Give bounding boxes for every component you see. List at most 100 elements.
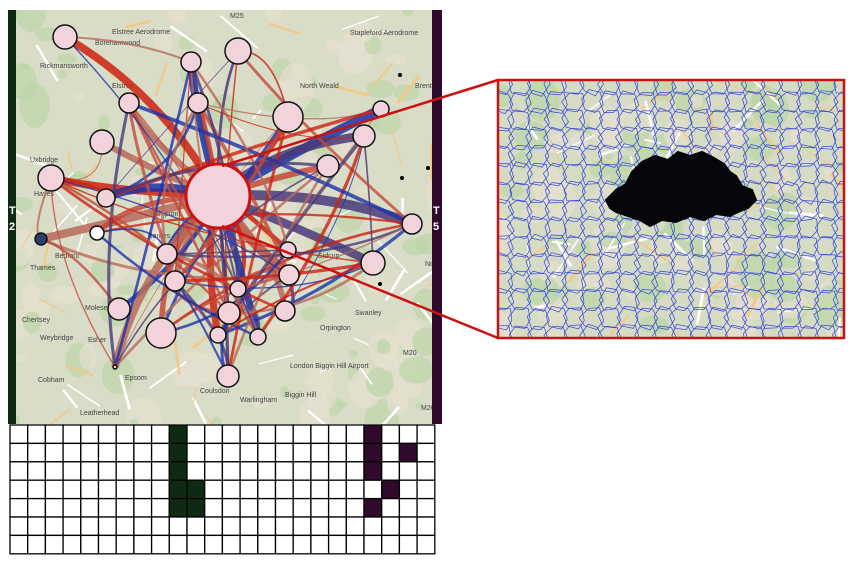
voronoi-cell — [815, 270, 838, 294]
grid-cell — [345, 516, 365, 537]
flow-node — [34, 232, 48, 246]
grid-cell — [398, 516, 418, 537]
map-patch — [398, 356, 434, 384]
place-label: Bedfont — [55, 253, 79, 260]
map-road — [172, 335, 181, 375]
map-road — [598, 143, 630, 157]
grid-cell — [186, 442, 206, 463]
map-patch — [801, 80, 834, 103]
map-patch — [38, 263, 58, 282]
voronoi-cell — [833, 109, 844, 131]
voronoi-cell — [760, 289, 784, 311]
map-patch — [402, 237, 428, 256]
flow-node — [118, 92, 140, 114]
voronoi-cell — [724, 215, 748, 239]
grid-cell — [363, 534, 383, 555]
voronoi-cell — [814, 216, 839, 239]
grid-cell-filled — [168, 424, 188, 445]
voronoi-cell — [815, 163, 839, 184]
voronoi-cell — [545, 306, 568, 330]
map-road — [745, 282, 766, 318]
place-label: Hampton — [150, 211, 179, 218]
voronoi-cell — [599, 90, 621, 113]
place-label: Weybridge — [40, 335, 73, 342]
map-road — [192, 386, 198, 405]
voronoi-cell — [796, 128, 821, 149]
voronoi-cell — [760, 215, 784, 238]
voronoi-cell — [815, 198, 839, 222]
map-road — [352, 337, 369, 346]
flow-line — [127, 102, 169, 255]
voronoi-cell — [543, 325, 568, 338]
grid-cell — [416, 442, 436, 463]
voronoi-cell — [617, 235, 640, 257]
voronoi-cell — [723, 108, 748, 131]
voronoi-cell — [723, 288, 749, 310]
grid-cell — [239, 424, 259, 445]
map-road — [609, 237, 649, 250]
map-patch — [317, 280, 350, 303]
voronoi-cell — [599, 109, 621, 131]
voronoi-cell — [527, 162, 549, 186]
map-patch — [14, 353, 26, 363]
grid-cell — [115, 461, 135, 481]
voronoi-cell — [527, 107, 550, 131]
voronoi-cell — [508, 80, 531, 97]
grid-cell — [221, 424, 241, 445]
grid-cell — [80, 534, 100, 555]
voronoi-cell — [616, 306, 639, 329]
voronoi-cell — [562, 164, 587, 186]
voronoi-cell — [634, 80, 660, 96]
voronoi-cell — [579, 198, 606, 221]
flow-node — [272, 101, 304, 133]
voronoi-cell — [795, 289, 819, 310]
map-road — [38, 298, 66, 313]
flow-line — [50, 177, 374, 264]
grid-cell — [310, 442, 330, 463]
voronoi-cell — [650, 91, 675, 112]
voronoi-cell — [525, 89, 550, 114]
voronoi-cell — [509, 182, 531, 203]
grid-cell — [257, 534, 277, 555]
flow-line — [107, 102, 131, 368]
voronoi-cell — [563, 307, 585, 330]
map-road — [814, 104, 837, 113]
grid-cell — [257, 461, 277, 481]
voronoi-cell — [543, 126, 569, 150]
grid-cell — [204, 461, 224, 481]
voronoi-cell — [561, 269, 587, 294]
map-road — [258, 354, 294, 365]
voronoi-cell — [652, 253, 676, 275]
voronoi-cell — [498, 251, 513, 275]
grid-cell — [327, 497, 347, 518]
map-patch — [325, 39, 342, 54]
map-road — [66, 151, 73, 170]
voronoi-cell — [543, 107, 569, 132]
voronoi-cell — [579, 215, 605, 238]
map-road — [526, 244, 531, 281]
map-patch — [365, 367, 394, 397]
voronoi-cell — [526, 80, 551, 97]
voronoi-cell — [777, 198, 803, 222]
map-patch — [356, 186, 371, 194]
voronoi-cell — [527, 215, 551, 241]
place-label: Leatherhead — [80, 410, 119, 417]
grid-cell — [44, 461, 64, 481]
flow-line — [174, 261, 374, 283]
voronoi-cell — [742, 128, 767, 150]
voronoi-cell — [508, 126, 533, 151]
grid-cell-filled — [168, 442, 188, 463]
map-road — [219, 14, 258, 49]
map-patch — [597, 231, 627, 249]
voronoi-cell — [561, 80, 585, 95]
grid-cell — [274, 479, 294, 500]
map-road — [206, 417, 214, 424]
place-label: Orpington — [320, 325, 351, 332]
grid-cell — [221, 516, 241, 537]
map-patch — [48, 285, 82, 304]
voronoi-cell — [498, 307, 513, 331]
map-road — [148, 360, 188, 390]
voronoi-cell — [741, 253, 766, 276]
grid-cell — [204, 497, 224, 518]
voronoi-cell — [597, 325, 622, 338]
